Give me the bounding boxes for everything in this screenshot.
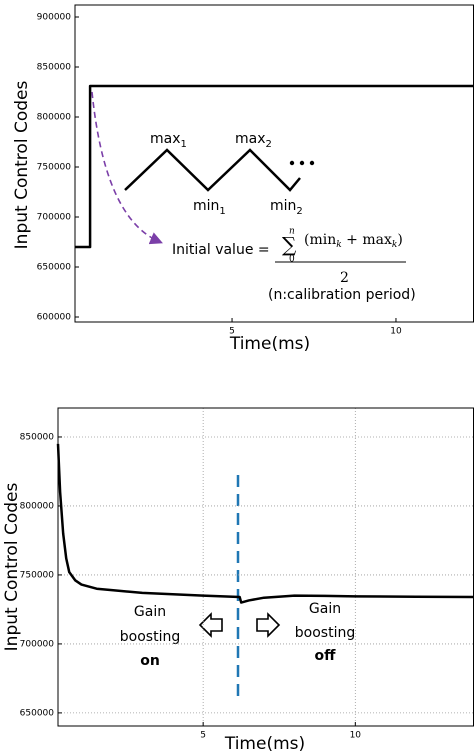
plot-frame (57, 407, 474, 727)
annotation: min1 (193, 198, 226, 217)
y-tick-label: 600000 (37, 313, 72, 323)
formula-denominator: 2 (340, 270, 349, 286)
y-tick-label: 750000 (37, 163, 72, 173)
annotation: max1 (150, 131, 187, 150)
plot-frame (74, 4, 474, 323)
formula-lhs: Initial value = (172, 242, 270, 258)
annotation: boosting (295, 625, 355, 641)
annotation: max2 (235, 131, 272, 150)
arrow-right (256, 612, 281, 638)
x-tick-label: 10 (350, 731, 362, 741)
formula-upper: n (289, 227, 295, 237)
y-tick-label: 650000 (37, 263, 72, 273)
data-line (75, 84, 474, 249)
formula-numerator: (mink + maxk) (304, 232, 403, 250)
annotation: Gain (134, 604, 166, 620)
formula-lower: 0 (289, 255, 295, 265)
formula-note: (n:calibration period) (268, 287, 416, 303)
y-axis-label: Input Control Codes (2, 483, 22, 652)
x-tick-label: 10 (390, 327, 402, 337)
formula-sigma: ∑ (282, 233, 297, 257)
arrow (91, 91, 163, 245)
y-tick-label: 700000 (37, 213, 72, 223)
x-tick-label: 5 (200, 731, 206, 741)
y-tick-label: 750000 (20, 570, 55, 580)
annotation: min2 (270, 198, 303, 217)
arrow-left (198, 612, 223, 638)
y-tick-label: 850000 (37, 63, 72, 73)
data-line (56, 443, 474, 604)
y-tick-label: 800000 (20, 501, 55, 511)
ellipsis (289, 160, 315, 166)
annotation: boosting (120, 629, 180, 645)
y-tick-label: 850000 (20, 432, 55, 442)
y-tick-label: 800000 (37, 113, 72, 123)
zigzag (124, 148, 301, 192)
y-axis-label: Input Control Codes (12, 81, 32, 250)
annotation: on (140, 653, 160, 669)
x-axis-label: Time(ms) (224, 734, 305, 753)
y-tick-label: 900000 (37, 13, 72, 23)
annotation: Gain (309, 601, 341, 617)
x-axis-label: Time(ms) (229, 334, 310, 354)
annotation: off (315, 648, 337, 664)
y-tick-label: 700000 (20, 639, 55, 649)
y-tick-label: 650000 (20, 708, 55, 718)
x-tick-label: 5 (229, 327, 235, 337)
